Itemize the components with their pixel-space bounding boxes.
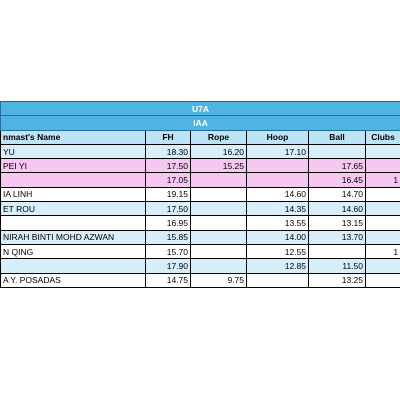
cell-name [0, 258, 146, 274]
cell-rope: 16.20 [190, 143, 247, 160]
cell-clubs [364, 258, 400, 274]
cell-name: ET ROU [0, 201, 146, 217]
cell-clubs [364, 143, 400, 160]
table-row: IA LINH 19.15 14.60 14.70 [0, 186, 400, 203]
cell-name: NIRAH BINTI MOHD AZWAN [0, 229, 146, 245]
cell-hoop: 13.55 [246, 215, 309, 231]
cell-hoop: 12.55 [246, 243, 309, 260]
table-row: 17.90 12.85 11.50 [0, 258, 400, 274]
cell-fh: 14.75 [145, 272, 191, 288]
cell-name [0, 172, 146, 188]
table-row: ET ROU 17.50 14.35 14.60 [0, 201, 400, 217]
cell-fh: 18.30 [145, 143, 191, 160]
cell-hoop [246, 272, 309, 288]
cell-rope [190, 172, 247, 188]
cell-hoop [246, 172, 309, 188]
header-name: nmast's Name [0, 129, 146, 145]
cell-ball: 16.45 [308, 172, 366, 188]
cell-ball: 14.60 [308, 201, 366, 217]
cell-rope: 15.25 [190, 158, 247, 174]
table-row: 17.05 16.45 1 [0, 172, 400, 188]
cell-fh: 17.90 [145, 258, 191, 274]
cell-clubs [364, 186, 400, 203]
cell-name: N QING [0, 243, 146, 260]
cell-fh: 17.50 [145, 201, 191, 217]
cell-clubs: 1 [364, 172, 400, 188]
cell-rope [190, 243, 247, 260]
cell-hoop [246, 158, 309, 174]
header-fh: FH [145, 129, 191, 145]
cell-hoop: 12.85 [246, 258, 309, 274]
cell-clubs [364, 272, 400, 288]
table-row: YU 18.30 16.20 17.10 [0, 143, 400, 160]
cell-ball: 11.50 [308, 258, 366, 274]
cell-name: PEI YI [0, 158, 146, 174]
table-subtitle: IAA [0, 115, 400, 131]
cell-fh: 15.85 [145, 229, 191, 245]
cell-fh: 15.70 [145, 243, 191, 260]
header-row: nmast's Name FH Rope Hoop Ball Clubs [0, 129, 400, 145]
title-row: U7A [0, 100, 400, 117]
cell-rope [190, 201, 247, 217]
cell-ball [308, 143, 366, 160]
cell-name: IA LINH [0, 186, 146, 203]
header-hoop: Hoop [246, 129, 309, 145]
cell-rope [190, 229, 247, 245]
cell-clubs [364, 201, 400, 217]
cell-ball: 13.15 [308, 215, 366, 231]
cell-hoop: 17.10 [246, 143, 309, 160]
table-row: A Y. POSADAS 14.75 9.75 13.25 [0, 272, 400, 288]
cell-hoop: 14.00 [246, 229, 309, 245]
table-row: N QING 15.70 12.55 1 [0, 243, 400, 260]
cell-fh: 17.50 [145, 158, 191, 174]
cell-hoop: 14.60 [246, 186, 309, 203]
table-title: U7A [0, 100, 400, 117]
header-rope: Rope [190, 129, 247, 145]
table-row: PEI YI 17.50 15.25 17.65 [0, 158, 400, 174]
cell-fh: 19.15 [145, 186, 191, 203]
header-ball: Ball [308, 129, 366, 145]
cell-ball: 17.65 [308, 158, 366, 174]
cell-ball: 14.70 [308, 186, 366, 203]
score-table: U7A IAA nmast's Name FH Rope Hoop Ball C… [0, 100, 400, 288]
cell-fh: 17.05 [145, 172, 191, 188]
cell-ball [308, 243, 366, 260]
cell-clubs [364, 158, 400, 174]
cell-rope: 9.75 [190, 272, 247, 288]
cell-name [0, 215, 146, 231]
cell-name: YU [0, 143, 146, 160]
cell-hoop: 14.35 [246, 201, 309, 217]
cell-clubs [364, 229, 400, 245]
cell-name: A Y. POSADAS [0, 272, 146, 288]
table-row: 16.95 13.55 13.15 [0, 215, 400, 231]
cell-ball: 13.25 [308, 272, 366, 288]
cell-rope [190, 258, 247, 274]
cell-rope [190, 186, 247, 203]
header-clubs: Clubs [364, 129, 400, 145]
subtitle-row: IAA [0, 115, 400, 131]
cell-clubs: 1 [364, 243, 400, 260]
cell-fh: 16.95 [145, 215, 191, 231]
table-row: NIRAH BINTI MOHD AZWAN 15.85 14.00 13.70 [0, 229, 400, 245]
cell-rope [190, 215, 247, 231]
cell-ball: 13.70 [308, 229, 366, 245]
cell-clubs [364, 215, 400, 231]
